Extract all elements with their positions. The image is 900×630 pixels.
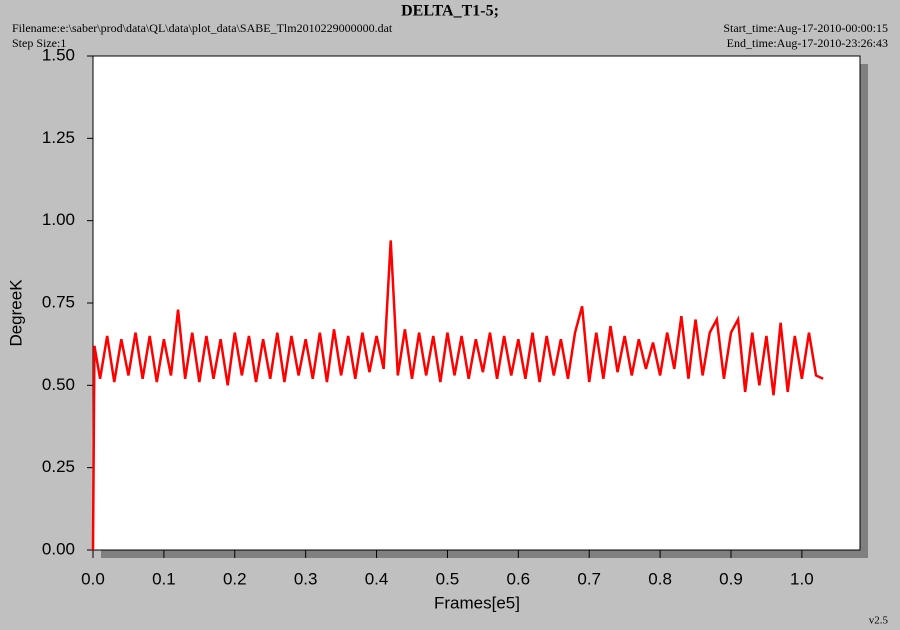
y-tick-label: 0.50	[42, 375, 75, 394]
end-time: End_time:Aug-17-2010-23:26:43	[727, 36, 888, 50]
x-tick-label: 0.4	[365, 569, 389, 588]
step-size: Step Size:1	[12, 36, 66, 50]
y-tick-label: 0.25	[42, 457, 75, 476]
y-tick-label: 1.00	[42, 210, 75, 229]
version: v2.5	[869, 615, 889, 627]
y-tick-label: 0.75	[42, 292, 75, 311]
y-tick-label: 0.00	[42, 539, 75, 558]
x-tick-label: 0.5	[436, 569, 460, 588]
data-line	[91, 240, 824, 551]
x-tick-label: 0.9	[719, 569, 743, 588]
chart-title: DELTA_T1-5;	[401, 3, 499, 20]
x-tick-label: 1.0	[790, 569, 814, 588]
y-tick-label: 1.25	[42, 128, 75, 147]
x-axis-label: Frames[e5]	[434, 593, 520, 612]
x-tick-label: 0.3	[294, 569, 318, 588]
x-tick-label: 0.6	[507, 569, 531, 588]
y-tick-label: 1.50	[42, 45, 75, 64]
x-tick-label: 0.1	[152, 569, 176, 588]
x-tick-label: 0.7	[577, 569, 601, 588]
x-tick-label: 0.8	[648, 569, 672, 588]
plot-area	[92, 55, 861, 551]
x-tick-label: 0.0	[81, 569, 105, 588]
y-axis-label: DegreeK	[6, 279, 25, 347]
filename: Filename:e:\saber\prod\data\QL\data\plot…	[12, 21, 393, 35]
x-tick-label: 0.2	[223, 569, 247, 588]
start-time: Start_time:Aug-17-2010-00:00:15	[723, 21, 888, 35]
